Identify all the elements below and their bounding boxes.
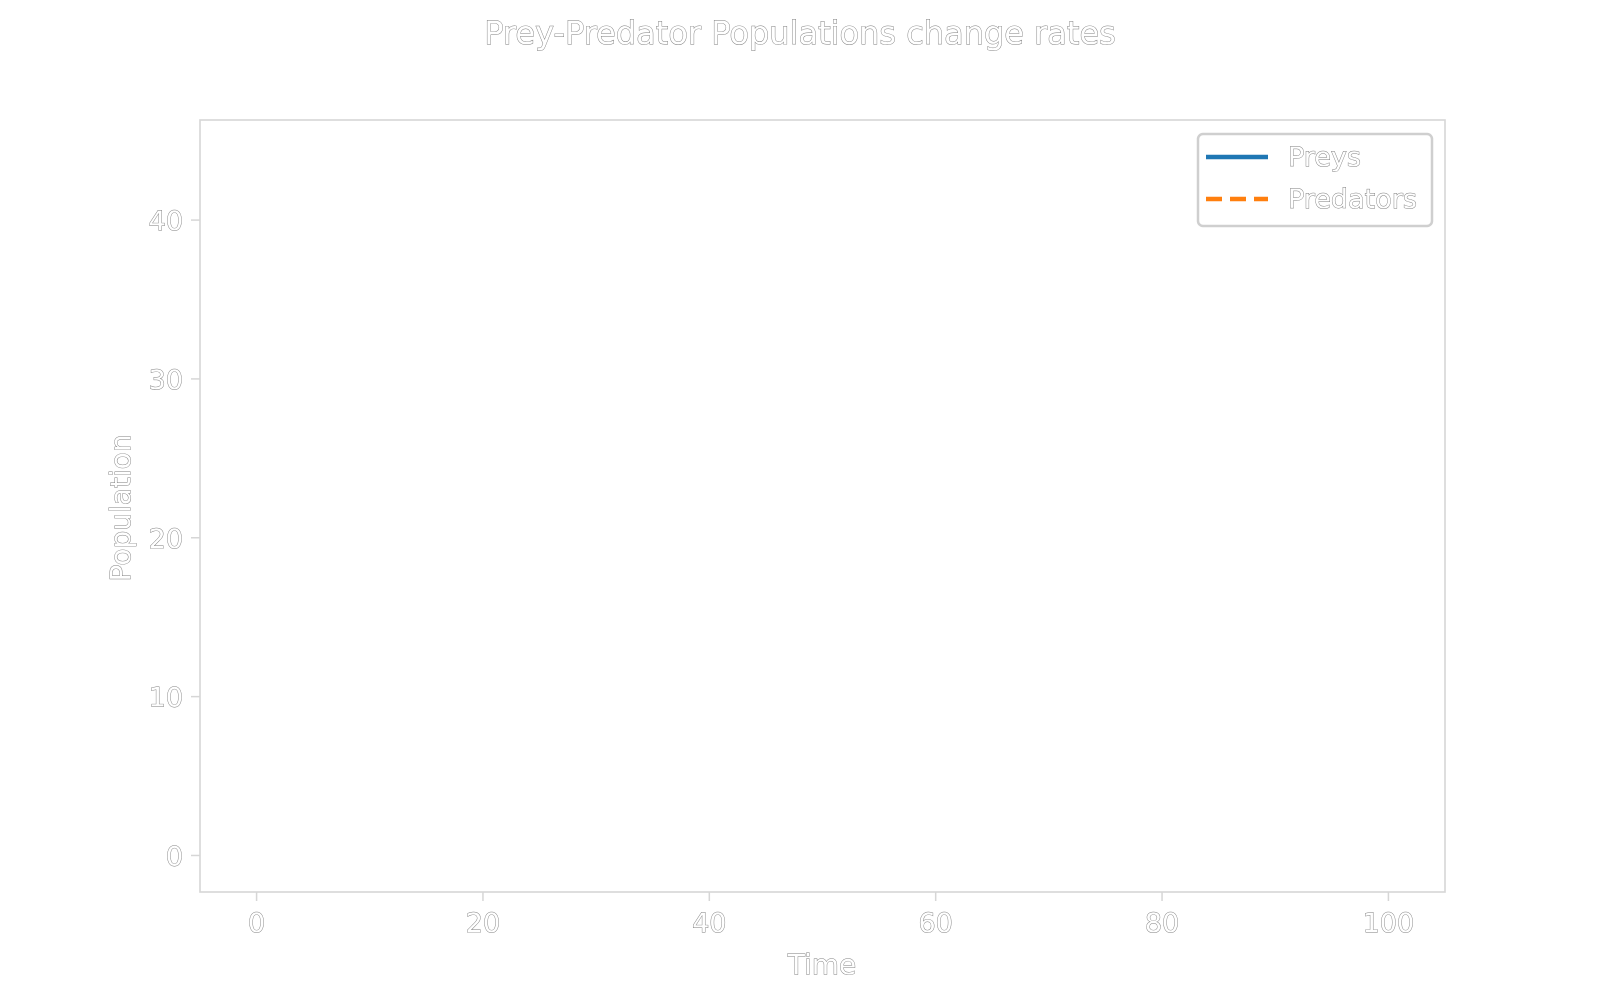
y-tick-label: 10 xyxy=(149,683,183,714)
x-tick-label: 100 xyxy=(1363,908,1415,939)
x-axis-ticks: 0 20 40 60 80 100 xyxy=(248,892,1415,939)
y-tick-label: 40 xyxy=(149,206,183,237)
x-tick-label: 0 xyxy=(248,908,265,939)
legend-label-preys: Preys xyxy=(1288,142,1361,173)
y-axis-label: Population xyxy=(104,434,137,581)
x-tick-label: 40 xyxy=(692,908,726,939)
x-axis-label: Time xyxy=(787,948,857,981)
x-tick-label: 80 xyxy=(1145,908,1179,939)
chart-title: Prey-Predator Populations change rates xyxy=(484,14,1116,52)
y-axis-ticks: 0 10 20 30 40 xyxy=(148,206,200,873)
plot-frame xyxy=(199,119,1446,893)
x-tick-label: 20 xyxy=(466,908,500,939)
y-tick-label: 0 xyxy=(166,841,183,872)
legend: Preys Predators xyxy=(1196,132,1434,228)
x-tick-label: 60 xyxy=(919,908,953,939)
y-tick-label: 30 xyxy=(149,365,183,396)
y-tick-label: 20 xyxy=(149,524,183,555)
legend-label-predators: Predators xyxy=(1288,184,1417,215)
